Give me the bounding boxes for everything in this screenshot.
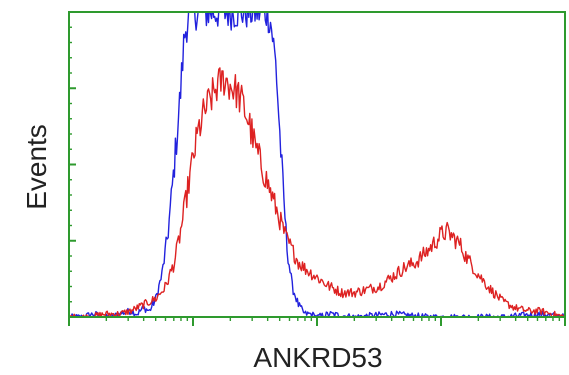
y-axis-title: Events [21,124,52,210]
series-line-1 [69,11,565,317]
x-ticks [68,317,566,326]
series-line-2 [69,67,565,317]
plot-frame [68,11,566,318]
x-axis-title: ANKRD53 [253,342,382,373]
y-ticks [69,11,76,318]
series-group [69,11,565,317]
